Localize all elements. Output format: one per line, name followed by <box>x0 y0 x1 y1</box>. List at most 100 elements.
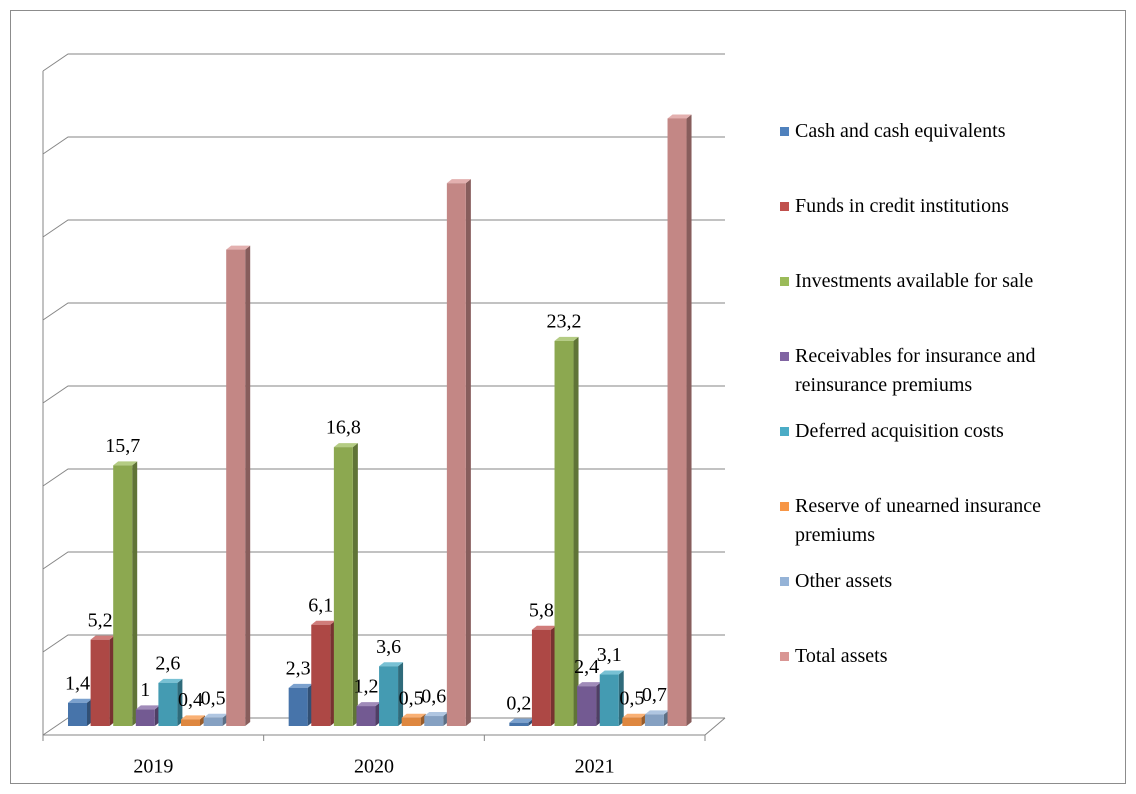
bar-top <box>599 670 624 675</box>
legend-item: Funds in credit institutions <box>775 192 1125 221</box>
bar-top <box>401 713 426 718</box>
bar <box>288 687 308 726</box>
legend-item: Receivables for insurance and reinsuranc… <box>775 342 1125 400</box>
bar-top <box>554 336 579 341</box>
data-label: 0,6 <box>421 686 446 708</box>
bar-top <box>356 702 381 707</box>
bar-top <box>181 715 205 720</box>
data-label: 3,6 <box>376 636 401 658</box>
data-label: 16,8 <box>326 417 361 439</box>
bar-side <box>352 443 358 726</box>
grid-line <box>42 385 725 404</box>
legend-swatch <box>780 277 789 286</box>
bar-side <box>177 678 183 726</box>
grid-line <box>42 551 725 570</box>
legend-swatch <box>780 202 789 211</box>
bar-top <box>135 705 160 710</box>
data-label: 0,5 <box>619 687 644 709</box>
bar <box>667 118 687 726</box>
data-label: 5,8 <box>529 599 554 621</box>
legend-item: Investments available for sale <box>775 267 1125 296</box>
bar-top <box>379 662 404 667</box>
bar-top <box>90 635 115 640</box>
bar <box>577 686 597 726</box>
chart-border <box>10 10 1126 784</box>
bar <box>554 340 574 726</box>
bar-top <box>158 678 183 683</box>
bar <box>379 666 399 726</box>
legend-item: Total assets <box>775 642 1125 671</box>
bar <box>90 639 110 726</box>
grid-line <box>42 219 725 238</box>
bar <box>446 183 466 726</box>
bar <box>158 682 178 726</box>
grid-line <box>42 468 725 487</box>
bar-top <box>424 712 449 717</box>
bar <box>599 674 619 726</box>
legend-label: Investments available for sale <box>795 270 1034 292</box>
legend-label: Reserve of unearned insurance premiums <box>795 495 1041 546</box>
data-label: 23,2 <box>547 310 582 332</box>
legend-label: Funds in credit institutions <box>795 195 1009 217</box>
legend-label: Other assets <box>795 570 893 592</box>
bar <box>424 716 444 726</box>
bar-top <box>622 713 647 718</box>
bar <box>181 719 200 726</box>
data-label: 1 <box>140 679 150 701</box>
x-tick-label: 2021 <box>575 756 615 778</box>
bar-top <box>68 698 92 703</box>
bar <box>531 629 551 726</box>
legend-label: Deferred acquisition costs <box>795 420 1004 442</box>
bar-top <box>226 245 251 250</box>
legend-label: Cash and cash equivalents <box>795 120 1006 142</box>
data-label: 2,4 <box>574 656 599 678</box>
bar <box>68 702 87 726</box>
data-label: 2,6 <box>155 652 180 674</box>
bar <box>644 714 664 726</box>
bar-side <box>573 336 579 726</box>
grid-line <box>42 302 725 321</box>
bar-top <box>509 718 534 723</box>
bar-top <box>333 443 358 448</box>
bar-side <box>686 114 692 726</box>
legend-item: Deferred acquisition costs <box>775 417 1125 446</box>
bar <box>203 717 223 726</box>
bar <box>333 447 353 726</box>
data-label: 1,2 <box>353 676 378 698</box>
bar-top <box>577 682 602 687</box>
legend-swatch <box>780 127 789 136</box>
data-label: 3,1 <box>597 644 622 666</box>
bar-side <box>132 461 138 726</box>
data-label: 0,4 <box>178 689 203 711</box>
data-label: 0,5 <box>201 687 226 709</box>
bar-top <box>203 713 228 718</box>
x-tick-label: 2019 <box>133 756 173 778</box>
grid-line <box>42 136 725 155</box>
data-label: 1,4 <box>65 672 90 694</box>
legend-item: Other assets <box>775 567 1125 596</box>
bar-top <box>667 114 692 119</box>
legend-swatch <box>780 577 789 586</box>
legend-swatch <box>780 427 789 436</box>
legend-item: Cash and cash equivalents <box>775 117 1125 146</box>
legend-label: Total assets <box>795 645 888 667</box>
data-label: 0,7 <box>642 684 667 706</box>
legend-swatch <box>780 652 789 661</box>
bar-side <box>618 670 624 726</box>
data-label: 0,2 <box>506 692 531 714</box>
legend-label: Receivables for insurance and reinsuranc… <box>795 345 1036 396</box>
bar <box>509 722 529 726</box>
data-label: 6,1 <box>308 594 333 616</box>
bar <box>311 624 331 726</box>
bar-top <box>531 625 556 630</box>
legend-item: Reserve of unearned insurance premiums <box>775 492 1125 550</box>
data-label: 2,3 <box>286 657 311 679</box>
bar <box>135 709 155 726</box>
bar-top <box>113 461 138 466</box>
bar <box>226 249 246 726</box>
bar <box>622 717 642 726</box>
legend-swatch <box>780 502 789 511</box>
bar <box>113 465 133 726</box>
